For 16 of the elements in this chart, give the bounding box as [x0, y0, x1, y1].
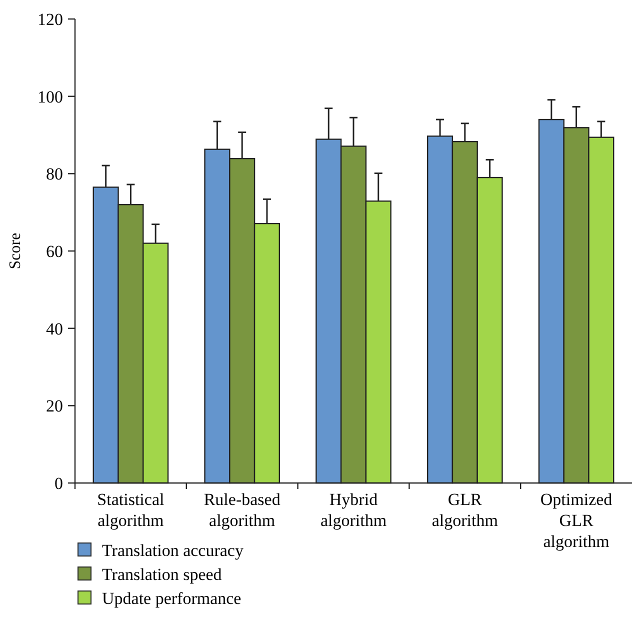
legend-label: Translation speed	[102, 564, 222, 584]
legend-label: Update performance	[102, 588, 242, 608]
legend-label: Translation accuracy	[102, 540, 244, 560]
x-tick-label: Statistical algorithm	[97, 490, 164, 530]
y-tick-label: 40	[46, 319, 63, 338]
y-tick-label: 100	[38, 87, 63, 106]
x-tick-label: GLR algorithm	[432, 490, 498, 530]
x-tick-label: Optimized GLR algorithm	[540, 490, 613, 551]
y-tick-label: 20	[46, 396, 63, 416]
y-tick-label: 80	[46, 164, 63, 184]
y-tick-label: 0	[54, 474, 63, 493]
y-axis-title: Score	[7, 232, 24, 270]
y-tick-label: 60	[46, 242, 63, 261]
y-tick-label: 120	[38, 10, 63, 29]
x-tick-label: Hybrid algorithm	[320, 490, 387, 530]
x-tick-label: Rule-based algorithm	[204, 490, 281, 530]
